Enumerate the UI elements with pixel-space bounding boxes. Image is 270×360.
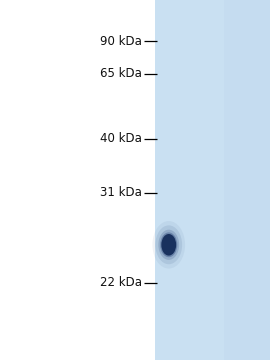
Text: 65 kDa: 65 kDa: [100, 67, 142, 80]
Text: 31 kDa: 31 kDa: [100, 186, 142, 199]
Ellipse shape: [161, 234, 176, 256]
Ellipse shape: [152, 221, 185, 269]
Text: 22 kDa: 22 kDa: [100, 276, 142, 289]
Bar: [155, 0, 270, 360]
Ellipse shape: [158, 230, 179, 260]
Bar: [155, 0, 224, 360]
Ellipse shape: [160, 233, 177, 257]
Text: 40 kDa: 40 kDa: [100, 132, 142, 145]
Text: 90 kDa: 90 kDa: [100, 35, 142, 48]
Ellipse shape: [156, 225, 182, 264]
